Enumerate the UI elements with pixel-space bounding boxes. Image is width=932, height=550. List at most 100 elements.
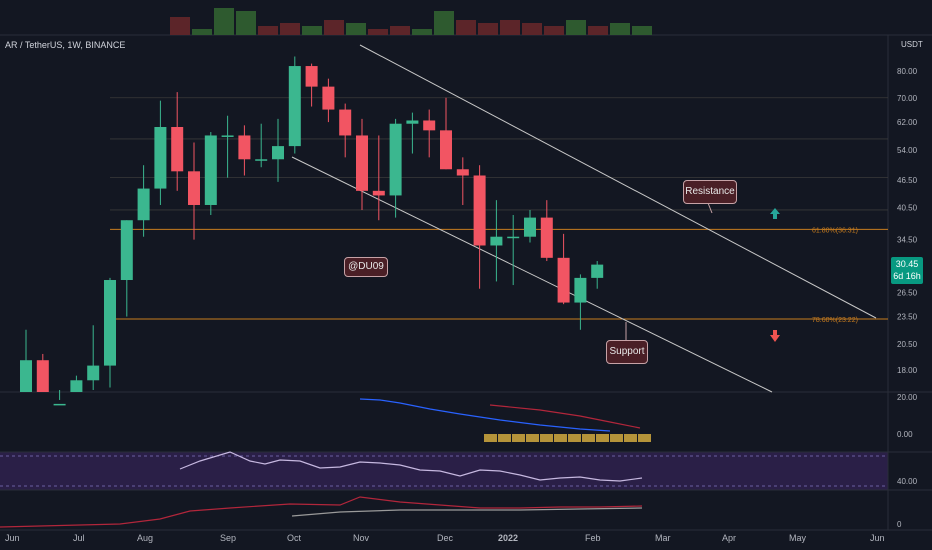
- chart-title: AR / TetherUS, 1W, BINANCE: [5, 40, 126, 50]
- candle-body: [255, 159, 268, 161]
- volume-bar: [434, 11, 454, 35]
- fib-label: 78.60%(23.22): [812, 317, 858, 324]
- time-tick-label: 2022: [498, 533, 518, 543]
- candle-body: [339, 109, 352, 136]
- price-axis[interactable]: 80.00 70.00 62.00 54.00 46.50 40.50 34.50 26.50…: [897, 67, 918, 529]
- candle-body: [490, 236, 503, 246]
- volume-bar: [632, 26, 652, 35]
- candle-body: [288, 66, 301, 147]
- time-tick-label: Oct: [287, 533, 302, 543]
- candle-body: [70, 380, 83, 392]
- histogram-bar: [610, 434, 623, 442]
- candle-body: [137, 188, 150, 221]
- time-tick-label: Nov: [353, 533, 370, 543]
- candle-body: [204, 135, 217, 205]
- candle-body: [238, 135, 251, 160]
- price-tick-label: 34.50: [897, 236, 918, 245]
- candle-body: [389, 123, 402, 196]
- price-tick-label: 70.00: [897, 94, 918, 103]
- candle-body: [104, 280, 116, 366]
- price-candles: [20, 56, 604, 406]
- rsi-band: [0, 452, 888, 490]
- histogram-bar: [582, 434, 595, 442]
- time-tick-label: Dec: [437, 533, 454, 543]
- volume-bar: [544, 26, 564, 35]
- time-tick-label: Mar: [655, 533, 671, 543]
- price-tick-label: 62.00: [897, 118, 918, 127]
- currency-label[interactable]: USDT: [901, 40, 923, 49]
- candle-body: [154, 127, 167, 189]
- volume-bar: [280, 23, 300, 35]
- volume-bar: [346, 23, 366, 35]
- price-tick-label: 26.50: [897, 288, 918, 297]
- last-price-badge: 30.45 6d 16h: [891, 257, 923, 284]
- histogram-bar: [484, 434, 497, 442]
- candle-body: [423, 120, 436, 131]
- candle-body: [356, 135, 368, 191]
- volume-bar: [258, 26, 278, 35]
- time-tick-label: Aug: [137, 533, 153, 543]
- time-tick-label: Jul: [73, 533, 85, 543]
- resistance-callout: Resistance: [683, 180, 737, 204]
- last-price-value: 30.45: [895, 259, 919, 269]
- volume-bar: [566, 20, 586, 35]
- histogram-bar: [568, 434, 581, 442]
- indicator-panes: [0, 398, 651, 528]
- histogram-bar: [624, 434, 637, 442]
- candle-body: [406, 120, 419, 124]
- volume-bar: [456, 20, 476, 35]
- histogram-bar: [554, 434, 567, 442]
- time-tick-label: Feb: [585, 533, 601, 543]
- candle-body: [322, 86, 335, 110]
- fib-label: 61.80%(36.31): [812, 227, 858, 234]
- di-plus-line: [359, 398, 611, 432]
- histogram-bar: [512, 434, 525, 442]
- candle-body: [507, 236, 520, 239]
- price-tick-label: 46.50: [897, 176, 918, 185]
- candle-body: [440, 130, 452, 170]
- volume-bar: [412, 29, 432, 35]
- support-callout: Support: [606, 340, 648, 364]
- volume-bars: [170, 8, 652, 35]
- candle-body: [574, 277, 587, 303]
- time-tick-label: Sep: [220, 533, 236, 543]
- author-tag: @DU09: [344, 257, 388, 277]
- up-arrow-icon: [770, 208, 780, 214]
- down-arrow-icon: [773, 330, 777, 335]
- candle-body: [36, 360, 49, 392]
- down-arrow-icon: [770, 335, 780, 342]
- candle-body: [20, 360, 32, 392]
- chart-grid: [0, 34, 932, 531]
- channel-upper-line: [359, 44, 877, 319]
- volume-bar: [588, 26, 608, 35]
- volume-bar: [302, 26, 322, 35]
- candle-body: [540, 217, 553, 258]
- candle-body: [372, 190, 385, 196]
- signal-arrows: [770, 208, 780, 342]
- candle-body: [456, 169, 469, 176]
- volume-bar: [236, 11, 256, 35]
- bar-countdown: 6d 16h: [893, 271, 921, 281]
- rsi-line: [179, 451, 643, 482]
- time-tick-label: Jun: [870, 533, 885, 543]
- candle-body: [473, 175, 486, 246]
- candle-body: [53, 403, 66, 406]
- candle-body: [120, 220, 133, 281]
- fibonacci-levels: 61.80%(36.31) 78.60%(23.22): [110, 97, 888, 324]
- time-axis[interactable]: Jun Jul Aug Sep Oct Nov Dec 2022 Feb Mar Apr May Jun: [5, 533, 885, 543]
- volume-bar: [368, 29, 388, 35]
- indicator-tick-label: 0.00: [897, 430, 913, 439]
- resistance-pointer: [707, 202, 713, 214]
- histogram-bar: [526, 434, 539, 442]
- indicator3-slow-line: [291, 507, 643, 517]
- up-arrow-icon: [773, 214, 777, 219]
- volume-bar: [500, 20, 520, 35]
- price-tick-label: 20.50: [897, 340, 918, 349]
- price-tick-label: 54.00: [897, 146, 918, 155]
- volume-bar: [192, 29, 212, 35]
- histogram-bar: [540, 434, 553, 442]
- indicator3-fast-line: [0, 496, 643, 528]
- histogram-bar: [596, 434, 609, 442]
- indicator3-tick-label: 0: [897, 520, 902, 529]
